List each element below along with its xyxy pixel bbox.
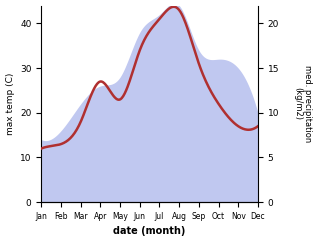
X-axis label: date (month): date (month) xyxy=(114,227,186,236)
Y-axis label: med. precipitation
(kg/m2): med. precipitation (kg/m2) xyxy=(293,65,313,143)
Y-axis label: max temp (C): max temp (C) xyxy=(5,73,15,135)
